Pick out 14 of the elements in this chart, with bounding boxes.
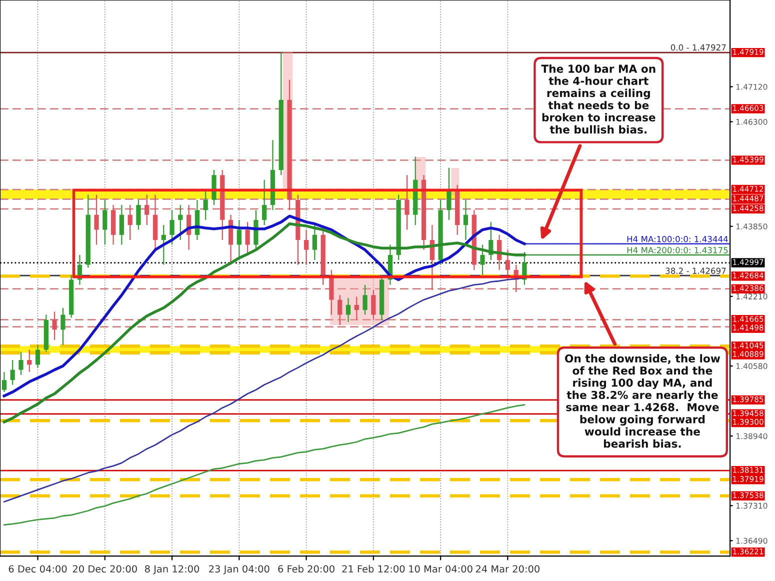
x-tick-label: 6 Feb 20:00 — [278, 565, 334, 573]
text: H4 MA:200:0:0: 1.43175 — [627, 247, 728, 254]
text: H4 MA:100:0:0: 1.43444 — [627, 236, 728, 242]
annotation: 38.2 - 1.42697 — [666, 268, 726, 274]
annotation: On the downside, the low of the Red Box and the rising 100 day MA, and the 38.2% are nearly the same near 1.4268. Move below going forward would increase the bearish bias. — [565, 354, 720, 448]
x-tick-label: 10 Mar 04:00 — [409, 565, 472, 573]
x-tick-label: 21 Feb 12:00 — [342, 565, 405, 573]
x-tick-label: 23 Jan 04:00 — [209, 565, 270, 574]
x-tick-label: 24 Mar 20:00 — [476, 565, 540, 573]
x-tick-label: 8 Jan 12:00 — [144, 565, 200, 574]
x-tick-label: 6 Dec 04:00 — [8, 565, 67, 573]
annotation: 0.0 - 1.47927 — [670, 44, 726, 51]
x-tick-label: 20 Dec 20:00 — [72, 565, 137, 573]
annotation: The 100 bar MA on the 4-hour chart remains a ceiling that needs to be broken to increase the bullish bias. — [541, 64, 656, 134]
